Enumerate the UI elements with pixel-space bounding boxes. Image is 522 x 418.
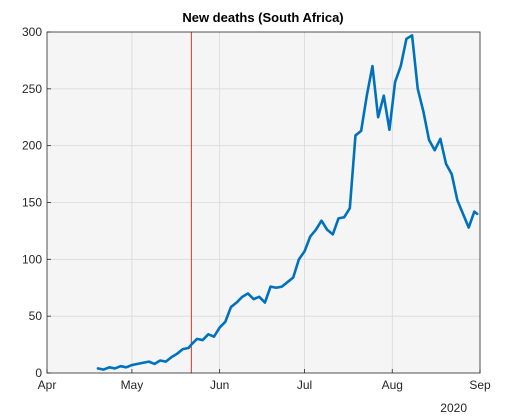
y-tick-label: 250 bbox=[22, 82, 42, 96]
x-tick-label: Apr bbox=[38, 378, 57, 392]
x-tick-label: Jun bbox=[210, 378, 229, 392]
x-axis: Apr May Jun Jul Aug Sep bbox=[38, 369, 491, 392]
y-tick-label: 200 bbox=[22, 139, 42, 153]
grid-lines bbox=[47, 32, 480, 373]
x-tick-label: Jul bbox=[297, 378, 312, 392]
x-tick-label: May bbox=[121, 378, 144, 392]
chart-title: New deaths (South Africa) bbox=[182, 10, 343, 25]
y-tick-label: 50 bbox=[29, 309, 43, 323]
y-tick-label: 100 bbox=[22, 252, 42, 266]
series-line bbox=[96, 34, 479, 371]
y-axis: 0 50 100 150 200 250 300 bbox=[22, 25, 51, 380]
y-tick-label: 150 bbox=[22, 196, 42, 210]
y-tick-label: 0 bbox=[35, 366, 42, 380]
x-axis-year-label: 2020 bbox=[440, 401, 467, 415]
x-tick-label: Aug bbox=[382, 378, 403, 392]
y-tick-label: 300 bbox=[22, 25, 42, 39]
x-tick-label: Sep bbox=[469, 378, 491, 392]
